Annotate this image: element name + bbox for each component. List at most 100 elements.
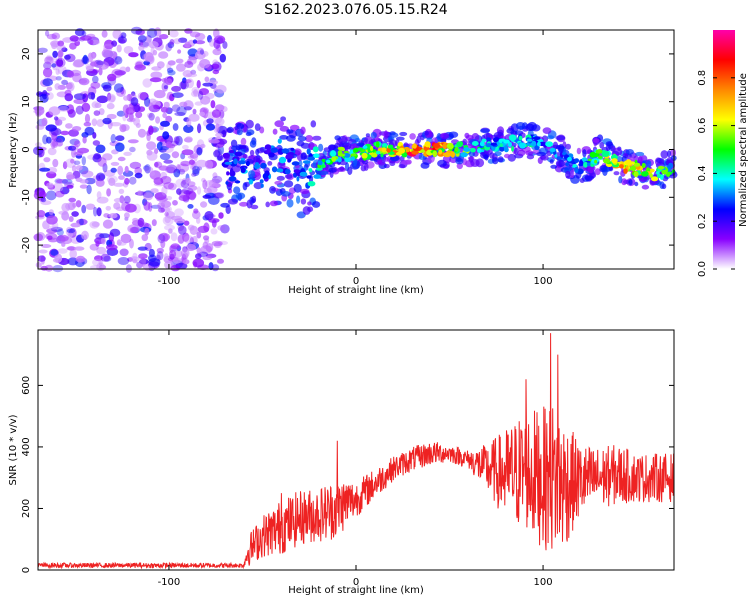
noise-blob — [106, 93, 116, 103]
noise-blob — [146, 55, 154, 63]
noise-blob — [92, 75, 99, 84]
noise-blob — [94, 255, 103, 262]
noise-blob — [75, 154, 83, 159]
spectrogram-marks — [33, 26, 678, 273]
noise-blob — [148, 125, 154, 135]
ridge-halo — [280, 116, 286, 122]
noise-blob — [106, 102, 115, 110]
noise-blob — [104, 39, 114, 50]
ridge-core — [618, 164, 624, 169]
ridge-core — [503, 145, 509, 151]
ridge-core — [331, 156, 337, 162]
noise-blob — [39, 167, 51, 172]
noise-blob — [56, 229, 64, 236]
noise-blob — [81, 156, 87, 166]
noise-blob — [211, 63, 220, 70]
ridge-core — [433, 143, 441, 149]
ridge-core — [583, 161, 588, 168]
noise-blob — [123, 195, 131, 204]
ridge-core — [277, 138, 282, 144]
noise-blob — [192, 108, 197, 115]
noise-blob — [55, 76, 62, 81]
colorbar-tick-label: 0.2 — [697, 213, 708, 229]
noise-blob — [55, 57, 66, 68]
noise-blob — [124, 203, 137, 213]
ridge-halo — [416, 135, 422, 144]
noise-blob — [130, 97, 139, 106]
noise-blob — [56, 44, 66, 52]
noise-blob — [45, 190, 57, 201]
noise-blob — [128, 256, 140, 262]
noise-blob — [51, 32, 61, 40]
ridge-core — [268, 152, 275, 158]
ridge-halo — [344, 143, 352, 150]
noise-blob — [110, 161, 120, 166]
noise-blob — [208, 179, 216, 188]
ridge-core — [296, 176, 300, 182]
noise-blob — [62, 161, 68, 170]
ridge-core — [293, 169, 301, 173]
noise-blob — [81, 56, 90, 65]
ridge-core — [386, 147, 391, 153]
ridge-core — [317, 160, 323, 166]
noise-blob — [66, 174, 76, 180]
noise-blob — [139, 257, 146, 267]
noise-blob — [207, 35, 212, 43]
ridge-halo — [231, 165, 241, 173]
noise-blob — [186, 78, 194, 89]
ridge-core — [456, 141, 463, 148]
ridge-core — [306, 148, 311, 155]
noise-blob — [128, 176, 137, 185]
noise-blob — [116, 239, 122, 246]
ridge-halo — [558, 159, 564, 167]
colorbar-label: Normalized spectral amplitude — [738, 73, 749, 227]
ridge-halo — [383, 130, 389, 140]
noise-blob — [61, 178, 73, 185]
noise-blob — [208, 218, 220, 223]
noise-blob — [146, 151, 158, 161]
ridge-halo — [489, 152, 495, 159]
noise-blob — [166, 196, 173, 201]
ridge-halo — [227, 198, 238, 205]
ridge-halo — [245, 119, 254, 129]
snr-line — [37, 333, 675, 570]
noise-blob — [64, 54, 71, 60]
ridge-halo — [370, 131, 377, 139]
noise-blob — [222, 41, 228, 49]
noise-blob — [160, 176, 172, 184]
ridge-core — [538, 141, 547, 147]
noise-blob — [139, 258, 149, 265]
noise-blob — [202, 194, 212, 199]
noise-blob — [92, 258, 102, 266]
noise-blob — [188, 159, 195, 165]
noise-blob — [176, 188, 182, 195]
ridge-halo — [253, 182, 263, 190]
ridge-halo — [618, 175, 623, 184]
noise-blob — [191, 86, 200, 94]
noise-blob — [109, 213, 118, 219]
ridge-core — [657, 165, 665, 170]
ridge-core — [589, 151, 597, 158]
noise-blob — [167, 69, 176, 76]
spectrogram-xtick-label: 100 — [534, 276, 553, 287]
ridge-halo — [399, 131, 408, 137]
noise-blob — [205, 123, 216, 131]
noise-blob — [146, 141, 157, 151]
noise-blob — [143, 192, 154, 201]
noise-blob — [187, 185, 198, 192]
ridge-halo — [506, 127, 515, 134]
noise-blob — [72, 61, 84, 68]
noise-blob — [116, 110, 126, 117]
noise-blob — [95, 144, 106, 154]
noise-blob — [143, 60, 150, 66]
noise-blob — [90, 265, 102, 270]
snr-xtick-label: -100 — [158, 577, 181, 588]
ridge-core — [424, 141, 431, 148]
ridge-halo — [492, 157, 499, 165]
noise-blob — [81, 170, 94, 178]
noise-blob — [213, 192, 225, 199]
ridge-core — [337, 146, 345, 151]
noise-blob — [197, 123, 202, 134]
noise-blob — [177, 234, 185, 244]
noise-blob — [69, 42, 77, 50]
